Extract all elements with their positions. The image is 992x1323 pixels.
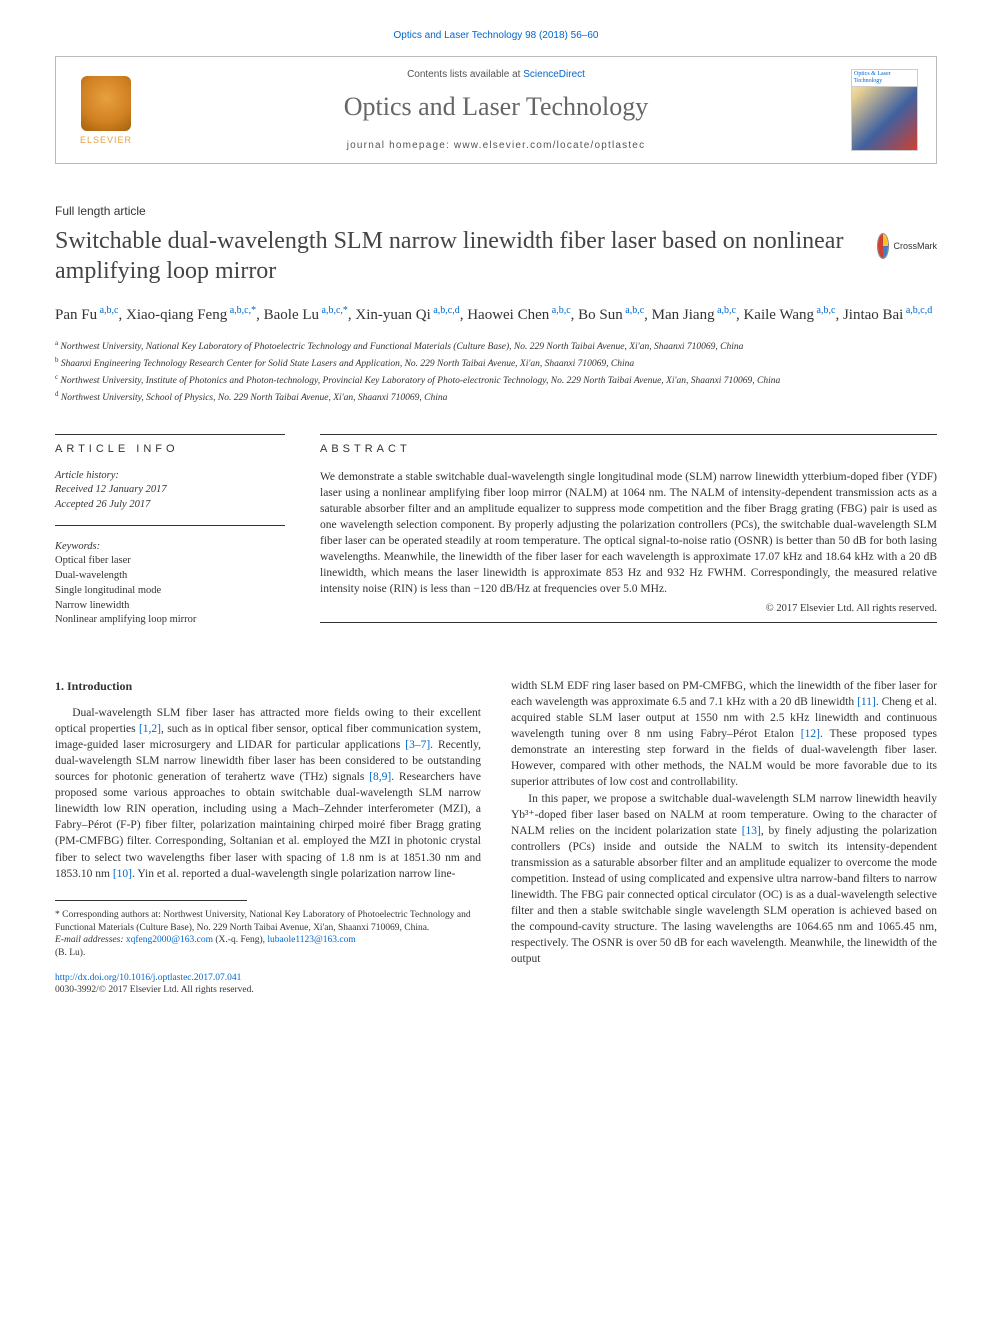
body-paragraph: In this paper, we propose a switchable d…: [511, 791, 937, 968]
affiliation-line: b Shaanxi Engineering Technology Researc…: [55, 355, 937, 372]
issn-copyright: 0030-3992/© 2017 Elsevier Ltd. All right…: [55, 984, 481, 996]
citation-ref[interactable]: [8,9]: [369, 771, 391, 783]
journal-cover-block: Optics & Laser Technology: [851, 69, 921, 151]
author: Baole Lu: [264, 307, 319, 323]
abstract-column: ABSTRACT We demonstrate a stable switcha…: [320, 434, 937, 628]
introduction-heading: 1. Introduction: [55, 678, 481, 695]
journal-homepage: journal homepage: www.elsevier.com/locat…: [141, 140, 851, 151]
authors-list: Pan Fu a,b,c, Xiao-qiang Feng a,b,c,*, B…: [55, 304, 937, 326]
keywords-label: Keywords:: [55, 540, 285, 555]
corr-email-1[interactable]: xqfeng2000@163.com: [126, 935, 213, 945]
journal-cover-icon: Optics & Laser Technology: [851, 69, 918, 151]
author-affiliation-sup: a,b,c,*: [227, 305, 256, 316]
article-info-column: ARTICLE INFO Article history: Received 1…: [55, 434, 285, 628]
author: Jintao Bai: [843, 307, 903, 323]
author-affiliation-sup: a,b,c: [623, 305, 644, 316]
body-column-right: width SLM EDF ring laser based on PM-CMF…: [511, 678, 937, 997]
publisher-logo-block: ELSEVIER: [71, 76, 141, 145]
author: Xin-yuan Qi: [355, 307, 430, 323]
footnote-separator: [55, 900, 247, 901]
affiliation-line: a Northwest University, National Key Lab…: [55, 338, 937, 355]
affiliation-line: c Northwest University, Institute of Pho…: [55, 372, 937, 389]
keyword-item: Narrow linewidth: [55, 599, 285, 614]
author: Bo Sun: [578, 307, 623, 323]
publisher-name: ELSEVIER: [71, 135, 141, 145]
elsevier-tree-icon: [81, 76, 131, 131]
author: Pan Fu: [55, 307, 97, 323]
keyword-item: Dual-wavelength: [55, 569, 285, 584]
body-paragraph: width SLM EDF ring laser based on PM-CMF…: [511, 678, 937, 791]
author: Haowei Chen: [467, 307, 549, 323]
corresponding-author-note: * Corresponding authors at: Northwest Un…: [55, 909, 481, 935]
citation-ref[interactable]: [13]: [742, 825, 761, 837]
email1-name: (X.-q. Feng),: [213, 935, 267, 945]
sciencedirect-link[interactable]: ScienceDirect: [523, 69, 585, 80]
author: Kaile Wang: [743, 307, 814, 323]
journal-header: ELSEVIER Contents lists available at Sci…: [55, 56, 937, 164]
body-column-left: 1. Introduction Dual-wavelength SLM fibe…: [55, 678, 481, 997]
doi-block: http://dx.doi.org/10.1016/j.optlastec.20…: [55, 972, 481, 997]
author: Xiao-qiang Feng: [126, 307, 227, 323]
history-accepted: Accepted 26 July 2017: [55, 498, 285, 513]
article-history: Article history: Received 12 January 201…: [55, 469, 285, 526]
article-info-label: ARTICLE INFO: [55, 434, 285, 455]
doi-link[interactable]: http://dx.doi.org/10.1016/j.optlastec.20…: [55, 972, 481, 984]
cover-label: Optics & Laser Technology: [851, 69, 918, 87]
abstract-label: ABSTRACT: [320, 434, 937, 455]
corr-email-2[interactable]: lubaole1123@163.com: [267, 935, 355, 945]
email2-name: (B. Lu).: [55, 948, 85, 958]
affiliations: a Northwest University, National Key Lab…: [55, 338, 937, 406]
page-container: Optics and Laser Technology 98 (2018) 56…: [0, 0, 992, 1037]
contents-text: Contents lists available at: [407, 69, 523, 80]
history-label: Article history:: [55, 469, 285, 484]
keyword-item: Nonlinear amplifying loop mirror: [55, 613, 285, 628]
author-affiliation-sup: a,b,c: [97, 305, 118, 316]
body-paragraph: Dual-wavelength SLM fiber laser has attr…: [55, 705, 481, 882]
email-label: E-mail addresses:: [55, 935, 126, 945]
citation-ref[interactable]: [3–7]: [405, 739, 430, 751]
citation-ref[interactable]: [1,2]: [139, 723, 161, 735]
abstract-copyright: © 2017 Elsevier Ltd. All rights reserved…: [320, 603, 937, 623]
author-affiliation-sup: a,b,c: [549, 305, 570, 316]
keyword-item: Optical fiber laser: [55, 554, 285, 569]
title-row: Switchable dual-wavelength SLM narrow li…: [55, 226, 937, 286]
citation-line: Optics and Laser Technology 98 (2018) 56…: [55, 30, 937, 41]
history-received: Received 12 January 2017: [55, 483, 285, 498]
contents-available: Contents lists available at ScienceDirec…: [141, 69, 851, 80]
abstract-text: We demonstrate a stable switchable dual-…: [320, 469, 937, 598]
citation-ref[interactable]: [12]: [801, 728, 820, 740]
author: Man Jiang: [652, 307, 715, 323]
article-type: Full length article: [55, 204, 937, 218]
footnotes: * Corresponding authors at: Northwest Un…: [55, 909, 481, 960]
author-affiliation-sup: a,b,c,*: [319, 305, 348, 316]
keywords-block: Keywords: Optical fiber laserDual-wavele…: [55, 540, 285, 628]
citation-ref[interactable]: [10]: [113, 868, 132, 880]
affiliation-line: d Northwest University, School of Physic…: [55, 389, 937, 406]
header-center: Contents lists available at ScienceDirec…: [141, 69, 851, 151]
article-title: Switchable dual-wavelength SLM narrow li…: [55, 226, 877, 286]
journal-name: Optics and Laser Technology: [141, 92, 851, 122]
crossmark-badge[interactable]: CrossMark: [877, 226, 937, 266]
author-affiliation-sup: a,b,c,d: [431, 305, 460, 316]
crossmark-label: CrossMark: [893, 241, 937, 251]
citation-ref[interactable]: [11]: [857, 696, 876, 708]
author-affiliation-sup: a,b,c: [814, 305, 835, 316]
email-addresses: E-mail addresses: xqfeng2000@163.com (X.…: [55, 934, 481, 960]
info-abstract-row: ARTICLE INFO Article history: Received 1…: [55, 434, 937, 628]
keyword-item: Single longitudinal mode: [55, 584, 285, 599]
body-two-columns: 1. Introduction Dual-wavelength SLM fibe…: [55, 678, 937, 997]
author-affiliation-sup: a,b,c,d: [903, 305, 932, 316]
author-affiliation-sup: a,b,c: [715, 305, 736, 316]
crossmark-icon: [877, 233, 889, 259]
